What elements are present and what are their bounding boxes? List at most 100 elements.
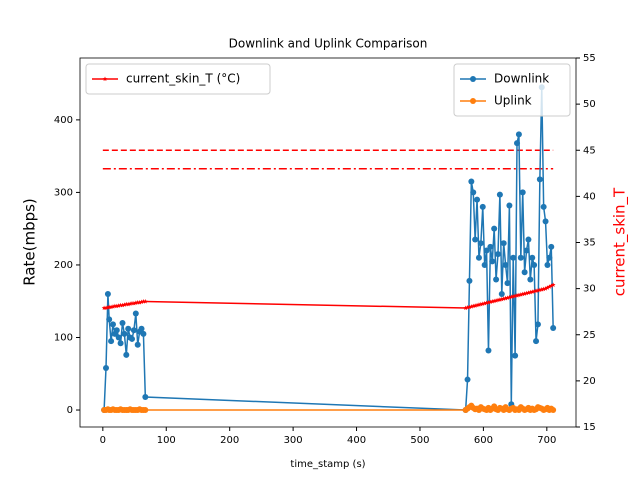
marker: [542, 218, 549, 225]
marker: [475, 254, 482, 261]
marker: [104, 290, 111, 297]
marker: [506, 202, 513, 209]
marker: [487, 243, 494, 250]
marker: [105, 305, 111, 310]
marker: [108, 338, 115, 345]
y-tick-label: 0: [67, 405, 73, 416]
marker: [523, 247, 530, 254]
marker: [498, 290, 505, 297]
y-axis-label: Rate(mbps): [21, 198, 39, 286]
y2-tick-label: 15: [583, 422, 596, 433]
marker: [540, 203, 547, 210]
marker: [504, 280, 511, 287]
marker: [464, 376, 471, 383]
chart-title: Downlink and Uplink Comparison: [229, 37, 428, 51]
legend-label: Uplink: [494, 94, 532, 108]
legend-label: Downlink: [494, 72, 549, 86]
marker: [533, 338, 540, 345]
y-tick-label: 400: [54, 115, 73, 126]
marker: [470, 189, 477, 196]
marker: [493, 276, 500, 283]
marker: [502, 261, 509, 268]
marker: [548, 283, 554, 288]
marker: [517, 254, 524, 261]
marker: [543, 286, 548, 291]
marker: [142, 407, 149, 414]
marker: [474, 196, 481, 203]
marker: [548, 243, 555, 250]
y2-axis-label: current_skin_T: [611, 187, 630, 296]
y-tick-label: 200: [54, 260, 73, 271]
marker: [123, 351, 130, 358]
y2-tick-label: 25: [583, 330, 596, 341]
marker: [477, 240, 484, 247]
x-tick-label: 400: [347, 435, 366, 446]
y2-tick-label: 50: [583, 99, 596, 110]
marker: [466, 277, 473, 284]
x-tick-label: 200: [220, 435, 239, 446]
marker: [491, 225, 498, 232]
marker: [472, 236, 479, 243]
legend-box: [453, 63, 571, 117]
y-tick-label: 300: [54, 187, 73, 198]
marker: [103, 364, 110, 371]
marker: [470, 76, 476, 82]
marker: [531, 261, 538, 268]
marker: [525, 236, 532, 243]
marker: [527, 276, 534, 283]
y2-tick-label: 35: [583, 238, 596, 249]
marker: [514, 140, 521, 147]
marker: [483, 247, 490, 254]
marker: [470, 98, 476, 104]
marker: [489, 258, 496, 265]
marker: [138, 325, 145, 332]
y2-tick-label: 20: [583, 376, 596, 387]
marker: [546, 254, 553, 261]
marker: [550, 407, 557, 414]
marker: [113, 327, 120, 334]
marker: [529, 254, 536, 261]
x-tick-label: 100: [157, 435, 176, 446]
plot-frame: [79, 57, 577, 428]
marker: [132, 310, 139, 317]
marker: [109, 321, 116, 328]
x-tick-label: 500: [410, 435, 429, 446]
marker: [545, 285, 550, 290]
marker: [125, 325, 132, 332]
marker: [494, 251, 501, 258]
y2-tick-label: 45: [583, 145, 596, 156]
y-tick-label: 100: [54, 332, 73, 343]
marker: [130, 327, 137, 334]
x-tick-label: 0: [100, 435, 106, 446]
marker: [515, 131, 522, 138]
marker: [129, 335, 136, 342]
legend-box: [85, 63, 271, 95]
marker: [550, 325, 557, 332]
marker: [481, 261, 488, 268]
marker: [510, 254, 517, 261]
marker: [140, 330, 147, 337]
marker: [106, 316, 113, 323]
marker: [536, 176, 543, 183]
x-tick-label: 700: [537, 435, 556, 446]
x-tick-label: 600: [474, 435, 493, 446]
x-axis-label: time_stamp (s): [290, 459, 365, 470]
marker: [546, 284, 552, 289]
marker: [142, 393, 149, 400]
x-tick-label: 300: [284, 435, 303, 446]
y2-tick-label: 40: [583, 191, 596, 202]
marker: [500, 240, 507, 247]
marker: [512, 352, 519, 359]
marker: [102, 76, 108, 82]
marker: [550, 282, 556, 287]
marker: [117, 340, 124, 347]
marker: [496, 191, 503, 198]
marker: [485, 347, 492, 354]
marker: [134, 341, 141, 348]
marker: [121, 330, 128, 337]
marker: [534, 321, 541, 328]
y2-tick-label: 55: [583, 53, 596, 64]
marker: [544, 261, 551, 268]
marker: [521, 269, 528, 276]
